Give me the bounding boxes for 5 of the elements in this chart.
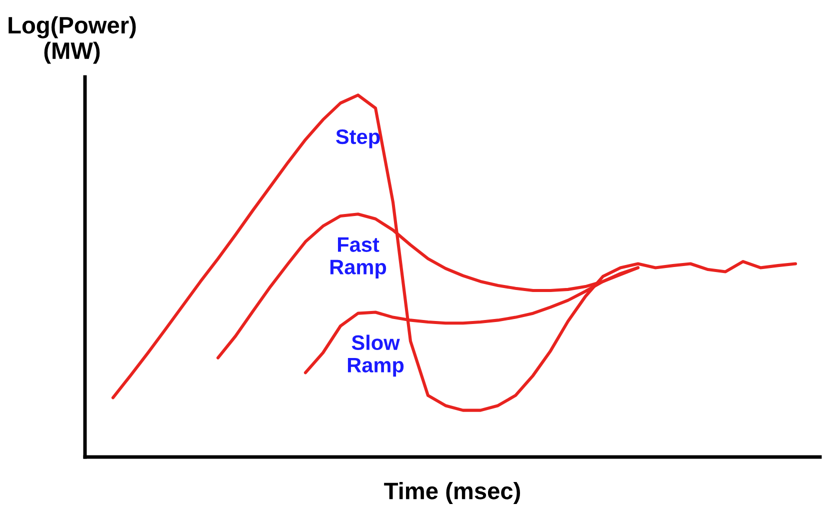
x-axis-title: Time (msec) [384, 482, 520, 504]
series-label: Step [336, 129, 380, 148]
series-label: Slow Ramp [348, 334, 404, 377]
y-axis-title: Log(Power) (MW) [8, 16, 136, 64]
series-label: Fast Ramp [330, 237, 386, 279]
